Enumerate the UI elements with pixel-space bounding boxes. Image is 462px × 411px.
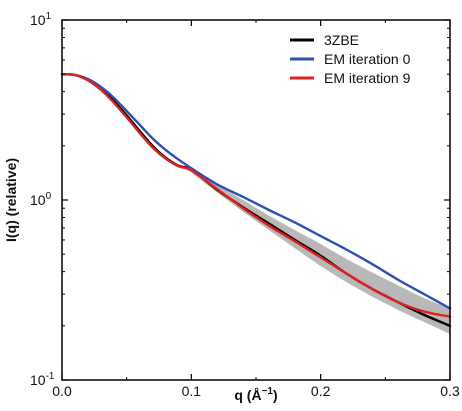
x-axis-title: q (Å−1) xyxy=(234,386,277,403)
x-axis-title-main: q (Å xyxy=(234,387,261,403)
y-tick-label: 10-1 xyxy=(30,371,55,388)
series-line-em-iteration-0 xyxy=(60,72,452,310)
series-layer xyxy=(60,72,452,328)
x-tick-label: 0.0 xyxy=(52,383,72,399)
uncertainty-band xyxy=(191,167,450,335)
legend: 3ZBE EM iteration 0 EM iteration 9 xyxy=(290,32,411,86)
x-tick-label: 0.2 xyxy=(311,383,331,399)
legend-label: EM iteration 0 xyxy=(324,51,411,67)
y-tick-label: 100 xyxy=(30,191,52,208)
ticks-layer: 0.0 0.1 0.2 0.3 10-1 100 101 xyxy=(30,11,460,399)
y-tick-label: 101 xyxy=(30,11,52,28)
y-axis-title: I(q) (relative) xyxy=(3,158,19,242)
legend-label: EM iteration 9 xyxy=(324,70,411,86)
x-tick-label: 0.1 xyxy=(182,383,202,399)
series-line-em-iteration-9 xyxy=(60,72,452,318)
legend-label: 3ZBE xyxy=(324,32,359,48)
x-axis-title-superscript: −1 xyxy=(262,386,274,397)
x-axis-title-end: ) xyxy=(273,387,278,403)
x-tick-label: 0.3 xyxy=(440,383,460,399)
uncertainty-band-layer xyxy=(191,167,450,335)
